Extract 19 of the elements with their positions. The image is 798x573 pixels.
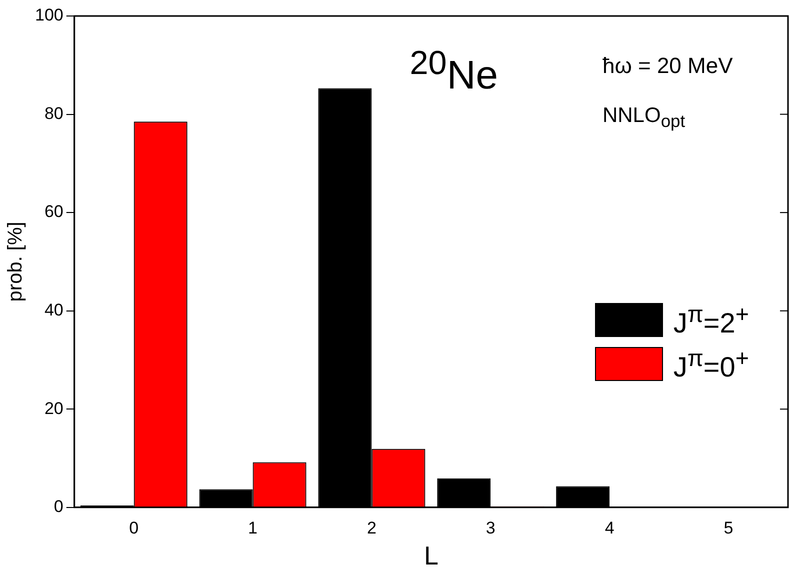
y-tick-label: 60 bbox=[44, 202, 64, 222]
y-tick-label: 20 bbox=[44, 398, 64, 418]
legend-label: J$^{π}$=0$^{+}$ bbox=[673, 345, 749, 384]
y-tick-label: 100 bbox=[34, 6, 64, 25]
y-tick-label: 80 bbox=[44, 104, 64, 123]
x-tick-label: 2 bbox=[366, 518, 376, 538]
x-axis-title: L bbox=[424, 540, 438, 571]
annotation: $^{20}$Ne bbox=[410, 45, 498, 99]
x-tick-label: 3 bbox=[486, 518, 496, 538]
x-tick-label: 1 bbox=[248, 518, 258, 538]
legend-label: J$^{π}$=2$^{+}$ bbox=[673, 301, 749, 340]
y-axis-title: prob. [%] bbox=[4, 222, 27, 302]
annotation: ħω = 20 MeV bbox=[602, 52, 733, 79]
x-tick-label: 0 bbox=[129, 518, 139, 538]
y-tick-label: 0 bbox=[54, 497, 64, 516]
x-tick-label: 5 bbox=[724, 518, 734, 538]
x-tick-label: 4 bbox=[604, 518, 614, 538]
y-tick-label: 40 bbox=[44, 300, 64, 320]
annotation: NNLO$_{opt}$ bbox=[602, 104, 686, 133]
